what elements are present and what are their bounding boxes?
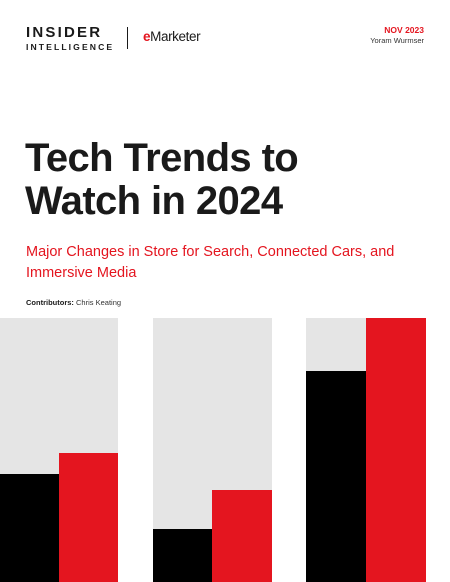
logo-divider	[127, 27, 128, 49]
bar-group-2-black-bar	[153, 529, 212, 582]
bar-group-3-red-bar	[366, 318, 426, 582]
title-line-2: Watch in 2024	[25, 179, 283, 223]
bar-group-2-red-bar	[212, 490, 272, 582]
emarketer-logo-mark: e	[143, 29, 151, 44]
logo-line-intelligence: INTELLIGENCE	[26, 42, 115, 52]
bar-group-3-black-bar	[306, 371, 366, 582]
bar-group-1-black-bar	[0, 474, 59, 582]
insider-intelligence-logo: INSIDER INTELLIGENCE	[26, 25, 121, 52]
contributors-label: Contributors:	[26, 298, 74, 307]
emarketer-logo-name: Marketer	[150, 29, 201, 44]
report-author: Yoram Wurmser	[370, 36, 424, 45]
report-date: NOV 2023	[384, 25, 424, 35]
page-subtitle: Major Changes in Store for Search, Conne…	[26, 244, 395, 281]
report-meta: NOV 2023 Yoram Wurmser	[370, 25, 424, 46]
title-line-1: Tech Trends to	[25, 136, 299, 180]
contributors-name: Chris Keating	[76, 298, 122, 307]
emarketer-logo: eMarketer	[143, 29, 201, 44]
page-title: Tech Trends to Watch in 2024	[25, 137, 425, 223]
contributors-line: Contributors: Chris Keating	[26, 298, 121, 307]
logo-line-insider: INSIDER	[26, 24, 103, 41]
bar-group-1-red-bar	[59, 453, 118, 582]
